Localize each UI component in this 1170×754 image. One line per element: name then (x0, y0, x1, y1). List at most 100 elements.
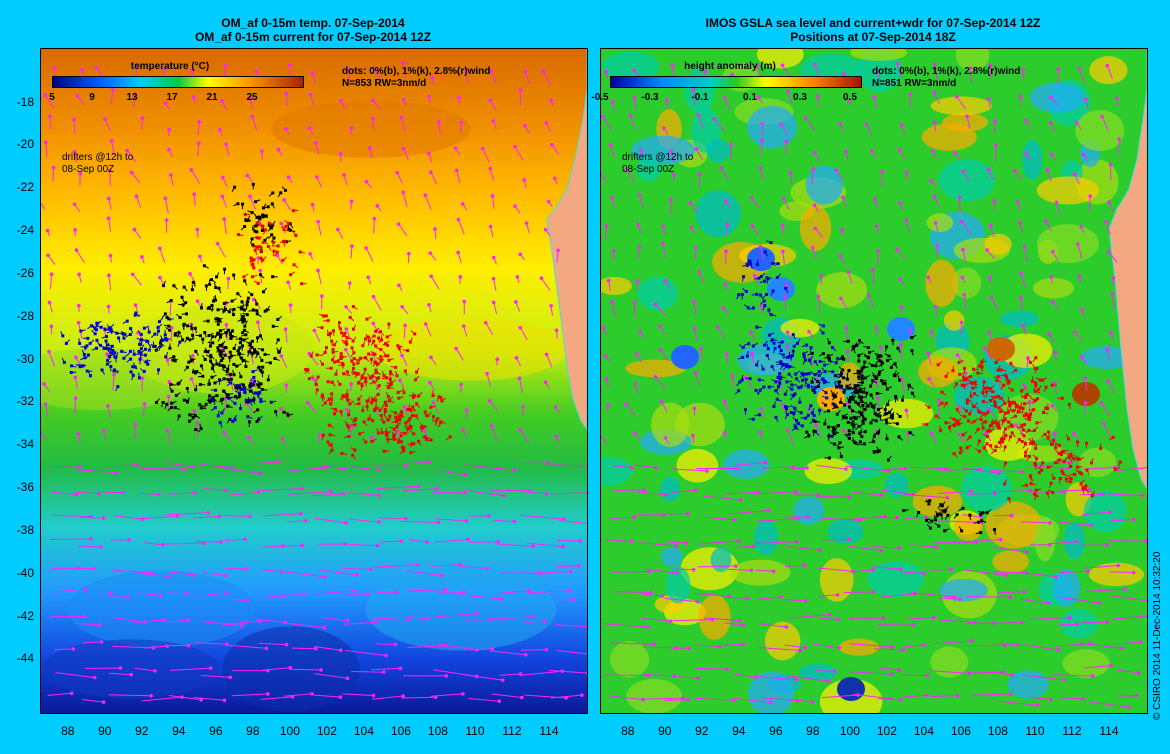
current-arrow (990, 470, 1023, 473)
drifter-dot (407, 419, 411, 423)
drifter-dot (139, 351, 143, 355)
drifter-dot (841, 376, 845, 380)
current-arrow-head (546, 461, 550, 465)
current-arrow-head (248, 514, 252, 519)
drifter-dot (214, 298, 218, 302)
current-arrow-head (106, 196, 111, 201)
current-arrow (927, 353, 932, 366)
drifter-dot (324, 314, 328, 318)
current-arrow (459, 594, 503, 600)
current-arrow-head (730, 72, 734, 77)
current-arrow-head (531, 614, 535, 619)
drifter-dot (181, 338, 185, 342)
current-arrow (134, 619, 165, 623)
current-arrow-head (881, 616, 886, 620)
drifter-dot (379, 330, 383, 334)
current-arrow (141, 118, 143, 130)
drifter-dot (165, 338, 169, 342)
current-arrow-head (570, 598, 575, 602)
drifter-dot (998, 441, 1002, 445)
drifter-dot (1099, 446, 1103, 450)
colorbar-tick: 9 (89, 92, 95, 103)
current-arrow-head (729, 142, 733, 147)
current-arrow (257, 322, 262, 337)
drifter-dot (250, 275, 254, 279)
current-arrow-head (276, 147, 281, 152)
drifter-dot (968, 435, 972, 439)
drifter-dot (808, 358, 812, 362)
current-arrow (374, 68, 381, 80)
drifter-dot (910, 391, 914, 395)
drifter-dot (934, 518, 938, 522)
current-arrow-head (1075, 242, 1080, 246)
drifter-dot (861, 377, 865, 381)
drifter-dot (324, 346, 328, 350)
drifter-dot (263, 309, 267, 313)
drifter-dot (117, 336, 121, 340)
current-arrow-head (399, 539, 404, 543)
current-arrow-head (840, 227, 844, 232)
current-arrow-head (371, 321, 376, 326)
current-arrow-head (220, 99, 224, 103)
current-arrow (74, 377, 78, 389)
current-arrow (672, 568, 694, 571)
drifter-dot (240, 344, 244, 348)
current-arrow-head (561, 517, 566, 521)
current-arrow-head (989, 296, 994, 300)
current-arrow (1021, 521, 1051, 524)
drifter-dot (873, 375, 877, 379)
drifter-dot (185, 312, 189, 316)
current-arrow-head (260, 149, 264, 153)
drifter-dot (322, 314, 326, 318)
current-arrow (398, 223, 408, 236)
drifter-dot (244, 400, 248, 404)
current-arrow (614, 591, 651, 593)
sea-level-patch (838, 638, 880, 656)
drifter-dot (315, 353, 319, 357)
drifter-dot (243, 212, 247, 216)
current-arrow (403, 325, 406, 339)
drifter-dot (241, 202, 245, 206)
current-arrow (401, 520, 439, 523)
current-arrow-head (427, 302, 431, 307)
current-arrow (1059, 570, 1088, 574)
drifter-dot (372, 408, 376, 412)
drifter-dot (298, 250, 302, 254)
drifter-dot (128, 349, 132, 353)
drifter-dot (1034, 493, 1038, 497)
drifter-dot (870, 364, 874, 368)
current-arrow-head (189, 168, 194, 172)
drifter-dot (251, 182, 255, 186)
drifter-dot (172, 355, 176, 359)
drifter-dot (220, 411, 224, 415)
current-arrow-head (427, 151, 431, 156)
current-arrow (408, 589, 446, 592)
current-arrow-head (401, 146, 406, 151)
drifter-dot (876, 431, 880, 435)
drifter-dot (167, 324, 171, 328)
drifter-dot (164, 336, 168, 340)
drifter-dot (345, 370, 349, 374)
current-arrow (197, 143, 200, 157)
drifter-dot (856, 402, 860, 406)
current-arrow-head (288, 665, 292, 670)
longitude-tick: 104 (913, 724, 934, 738)
sea-level-patch (1052, 569, 1081, 607)
drifter-dot (287, 227, 291, 231)
drifter-dot (993, 449, 997, 453)
drifter-dot (271, 191, 275, 195)
current-arrow-head (364, 179, 369, 184)
current-arrow-head (556, 248, 560, 253)
drifter-dot (226, 378, 230, 382)
drifter-dot (1009, 401, 1013, 405)
current-arrow-head (310, 71, 315, 75)
current-arrow-head (718, 644, 722, 649)
current-arrow-head (444, 674, 448, 678)
current-arrow-head (485, 566, 490, 571)
sea-level-patch (943, 310, 965, 331)
current-arrow-head (377, 493, 381, 498)
drifter-dot (386, 395, 390, 399)
current-arrow-head (304, 518, 308, 523)
current-arrow-head (1110, 292, 1114, 296)
current-arrow-head (322, 575, 327, 579)
